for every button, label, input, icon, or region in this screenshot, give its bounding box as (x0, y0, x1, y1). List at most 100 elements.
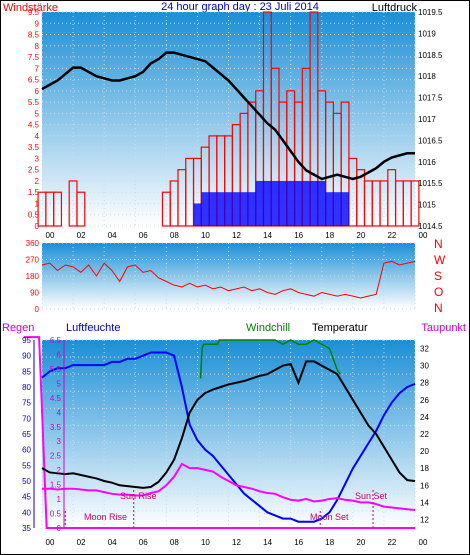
wind-avg-bar (341, 192, 349, 226)
rain-line (24, 336, 415, 529)
wind-tick-label: 0 (35, 222, 40, 231)
wind-tick-label: 0.5 (28, 211, 40, 220)
sun-rise-label: Sun Rise (120, 491, 157, 501)
wind-tick-label: 7.5 (28, 53, 40, 62)
compass-letter: W (434, 253, 446, 267)
temperature-tick-label: 32 (420, 345, 429, 354)
humidity-tick-label: 40 (22, 508, 31, 517)
wind-y-axis-ticks: 0 0.5 1 1.5 2 2.5 3 3.5 4 4.5 5 5.5 6 6.5 7 7.5 8 8.5 9 9.5 (28, 8, 40, 231)
rain-tick-label: 3.5 (50, 423, 62, 432)
pressure-tick-label: 1016 (418, 158, 436, 167)
wind-tick-label: 7 (35, 64, 40, 73)
wind-avg-bar (247, 192, 256, 226)
wind-avg-bar (271, 180, 280, 226)
pressure-tick-label: 1019.5 (418, 8, 443, 17)
direction-y-axis-ticks: 0 90 180 270 360 (26, 239, 40, 314)
wind-avg-bar (232, 192, 241, 226)
sun-moon-events (64, 490, 374, 528)
temperature-tick-label: 24 (420, 413, 429, 422)
wind-avg-bar (279, 180, 287, 226)
wind-tick-label: 4 (35, 132, 40, 141)
wind-tick-label: 3 (35, 154, 40, 163)
x-tick-label: 00 (419, 231, 428, 240)
pressure-tick-label: 1014.5 (418, 222, 443, 231)
rain-tick-label: 5 (57, 379, 62, 388)
pressure-tick-label: 1017.5 (418, 94, 443, 103)
x-tick-label: 20 (356, 538, 365, 547)
humidity-tick-label: 55 (22, 461, 31, 470)
x-tick-label: 02 (77, 231, 86, 240)
x-tick-label: 08 (170, 538, 179, 547)
temperature-tick-label: 28 (420, 379, 429, 388)
moon-set-label: Moon Set (310, 512, 349, 522)
sun-set-label: Sun Set (355, 491, 388, 501)
rain-tick-label: 2.5 (50, 452, 62, 461)
rain-tick-label: 6 (57, 350, 62, 359)
wind-gust-bar (76, 191, 86, 227)
temperature-line (41, 360, 416, 489)
x-tick-label: 22 (387, 538, 396, 547)
direction-tick-label: 270 (26, 256, 40, 265)
windchill-label: Windchill (246, 322, 290, 334)
x-tick-label: 12 (232, 538, 241, 547)
humidity-tick-label: 85 (22, 367, 31, 376)
wind-tick-label: 8.5 (28, 31, 40, 40)
wind-tick-label: 9.5 (28, 8, 40, 17)
pressure-tick-label: 1017 (418, 115, 436, 124)
humidity-tick-label: 80 (22, 383, 31, 392)
compass-letter: S (434, 269, 442, 283)
wind-avg-bar (286, 180, 295, 226)
wind-gust-bar (410, 180, 420, 227)
wind-avg-bar (240, 192, 248, 226)
wind-avg-bar (193, 203, 202, 226)
wind-tick-label: 2.5 (28, 166, 40, 175)
humidity-y-axis-ticks: 35 40 45 50 55 60 65 70 75 80 85 90 95 (22, 336, 31, 533)
rain-tick-label: 1 (57, 495, 62, 504)
wind-tick-label: 5.5 (28, 98, 40, 107)
humidity-tick-label: 45 (22, 493, 31, 502)
x-tick-label: 16 (294, 231, 303, 240)
x-tick-label: 18 (325, 538, 334, 547)
x-tick-label: 04 (108, 538, 117, 547)
wind-average-series (193, 180, 349, 226)
pressure-y-axis-ticks: 1014.5 1015 1015.5 1016 1016.5 1017 1017.5 1018… (418, 8, 443, 231)
direction-tick-label: 360 (26, 239, 40, 248)
dewpoint-line (42, 462, 416, 512)
x-tick-label: 08 (170, 231, 179, 240)
regen-label: Regen (2, 322, 34, 334)
compass-letter: N (434, 237, 443, 251)
pressure-tick-label: 1018 (418, 72, 436, 81)
pressure-tick-label: 1015 (418, 201, 436, 210)
wind-tick-label: 5 (35, 109, 40, 118)
wind-avg-bar (302, 180, 311, 226)
x-tick-label: 04 (108, 231, 117, 240)
rain-tick-label: 3 (57, 437, 62, 446)
x-tick-label: 16 (294, 538, 303, 547)
wind-avg-bar (263, 180, 272, 226)
rain-tick-label: 4 (57, 408, 62, 417)
wind-gust-bar (53, 191, 63, 227)
x-tick-label: 12 (232, 231, 241, 240)
pressure-tick-label: 1015.5 (418, 179, 443, 188)
rain-tick-label: 6.5 (50, 336, 62, 345)
x-tick-label: 18 (325, 231, 334, 240)
luftdruck-label: Luftdruck (372, 2, 418, 14)
pressure-tick-label: 1018.5 (418, 51, 443, 60)
windstaerke-label: Windstärke (3, 2, 58, 14)
temperature-tick-label: 22 (420, 430, 429, 439)
compass-letter: O (434, 285, 443, 299)
x-tick-label: 10 (201, 538, 210, 547)
x-tick-label: 00 (419, 538, 428, 547)
rain-tick-label: 1.5 (50, 481, 62, 490)
humidity-tick-label: 35 (22, 524, 31, 533)
x-tick-label: 14 (263, 538, 272, 547)
wind-avg-bar (310, 180, 318, 226)
x-tick-label: 02 (77, 538, 86, 547)
temperature-y-axis-ticks: 12 14 16 18 20 22 24 26 28 30 32 (420, 345, 429, 525)
chart-title: 24 hour graph day : 23 Juli 2014 (161, 1, 319, 13)
humidity-tick-label: 90 (22, 352, 31, 361)
direction-tick-label: 90 (30, 289, 39, 298)
x-tick-label: 22 (387, 231, 396, 240)
